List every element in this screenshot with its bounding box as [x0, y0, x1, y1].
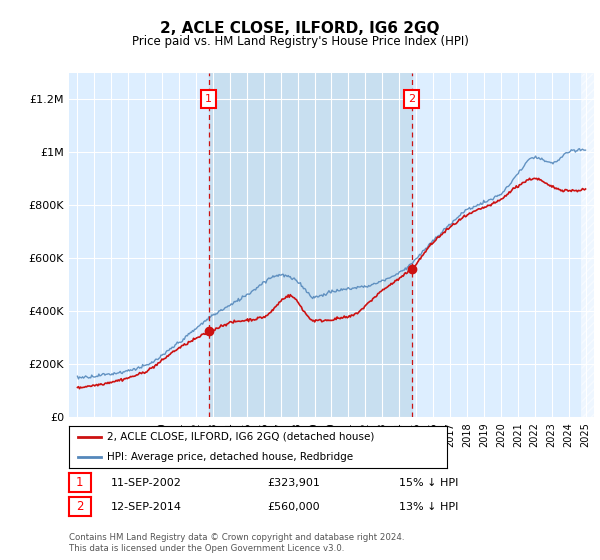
- Bar: [209, 73, 412, 417]
- Text: £323,901: £323,901: [267, 478, 320, 488]
- Text: HPI: Average price, detached house, Redbridge: HPI: Average price, detached house, Redb…: [107, 452, 353, 462]
- Text: 1: 1: [205, 94, 212, 104]
- Text: 15% ↓ HPI: 15% ↓ HPI: [399, 478, 458, 488]
- Text: 1: 1: [76, 476, 83, 489]
- Text: 2, ACLE CLOSE, ILFORD, IG6 2GQ (detached house): 2, ACLE CLOSE, ILFORD, IG6 2GQ (detached…: [107, 432, 374, 442]
- Text: 2, ACLE CLOSE, ILFORD, IG6 2GQ: 2, ACLE CLOSE, ILFORD, IG6 2GQ: [160, 21, 440, 36]
- Bar: [581, 73, 594, 417]
- Text: 12-SEP-2014: 12-SEP-2014: [111, 502, 182, 512]
- Text: 2: 2: [409, 94, 416, 104]
- Text: Price paid vs. HM Land Registry's House Price Index (HPI): Price paid vs. HM Land Registry's House …: [131, 35, 469, 48]
- Text: 11-SEP-2002: 11-SEP-2002: [111, 478, 182, 488]
- Text: £560,000: £560,000: [267, 502, 320, 512]
- Text: 2: 2: [76, 500, 83, 514]
- Text: 13% ↓ HPI: 13% ↓ HPI: [399, 502, 458, 512]
- Text: Contains HM Land Registry data © Crown copyright and database right 2024.
This d: Contains HM Land Registry data © Crown c…: [69, 533, 404, 553]
